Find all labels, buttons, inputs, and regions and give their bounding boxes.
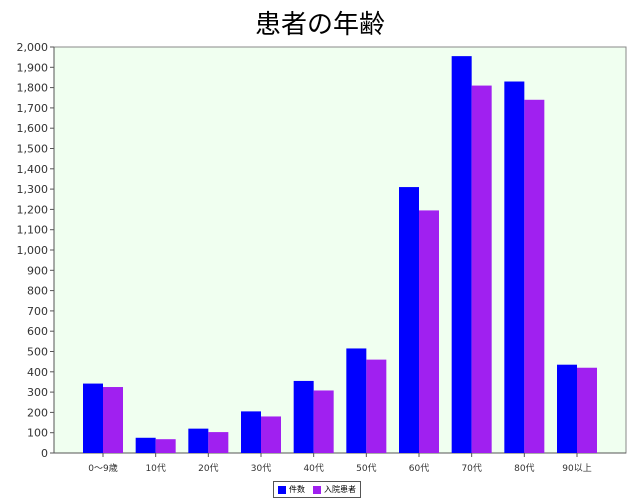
x-tick-label: 20代 <box>198 463 218 474</box>
y-tick-label: 800 <box>27 285 48 298</box>
bar-inpatient <box>313 390 334 453</box>
bar-count <box>83 383 103 453</box>
y-tick-label: 1,300 <box>17 183 49 196</box>
x-tick-label: 90以上 <box>562 463 591 474</box>
y-tick-label: 1,900 <box>17 61 49 74</box>
bar-inpatient <box>419 210 439 453</box>
legend-label-count: 件数 <box>289 485 305 494</box>
chart-title: 患者の年齢 <box>254 10 385 40</box>
legend-swatch-count <box>278 485 286 494</box>
x-tick-label: 0〜9歳 <box>88 462 117 474</box>
x-tick-label: 80代 <box>514 463 534 474</box>
bars <box>83 56 597 453</box>
bar-count <box>241 411 261 453</box>
bar-inpatient <box>155 439 176 453</box>
legend-label-inpatient: 入院患者 <box>324 485 356 494</box>
bar-inpatient <box>471 85 492 453</box>
y-tick-label: 1,700 <box>17 102 49 115</box>
bar-inpatient <box>366 359 387 453</box>
x-tick-label: 10代 <box>145 463 165 474</box>
bar-inpatient <box>577 367 597 453</box>
y-tick-label: 200 <box>27 406 48 419</box>
x-tick-label: 50代 <box>356 463 376 474</box>
legend-swatch-inpatient <box>313 485 321 494</box>
y-tick-label: 1,000 <box>17 244 49 257</box>
bar-inpatient <box>103 387 123 453</box>
y-tick-label: 1,800 <box>17 82 49 95</box>
bar-inpatient <box>261 416 281 453</box>
y-tick-label: 1,100 <box>17 224 49 237</box>
y-tick-label: 1,400 <box>17 163 49 176</box>
y-tick-label: 2,000 <box>17 41 49 54</box>
bar-inpatient <box>524 99 545 453</box>
legend-item-inpatient: 入院患者 <box>313 484 356 495</box>
y-axis: 0 100 200 300 400 500 600 700 800 900 1,000 1,100 1,… <box>17 41 55 460</box>
y-tick-label: 1,200 <box>17 203 49 216</box>
bar-count <box>451 56 472 453</box>
y-tick-label: 100 <box>27 427 48 440</box>
x-tick-label: 40代 <box>303 463 323 474</box>
y-tick-label: 900 <box>27 264 48 277</box>
bar-count <box>346 348 367 453</box>
y-tick-label: 300 <box>27 386 48 399</box>
y-tick-label: 600 <box>27 325 48 338</box>
y-tick-label: 700 <box>27 305 48 318</box>
y-tick-label: 0 <box>41 447 48 460</box>
legend: 件数 入院患者 <box>273 481 361 498</box>
bar-count <box>399 187 419 453</box>
y-tick-label: 1,600 <box>17 122 49 135</box>
bar-count <box>188 428 209 453</box>
x-tick-label: 30代 <box>251 463 271 474</box>
bar-count <box>135 437 156 453</box>
x-tick-label: 70代 <box>461 463 481 474</box>
bar-count <box>504 81 525 453</box>
y-tick-label: 500 <box>27 346 48 359</box>
x-tick-label: 60代 <box>409 463 429 474</box>
y-tick-label: 400 <box>27 366 48 379</box>
legend-item-count: 件数 <box>278 484 305 495</box>
y-tick-label: 1,500 <box>17 143 49 156</box>
bar-count <box>293 380 314 453</box>
x-axis: 0〜9歳 10代 20代 30代 40代 50代 60代 70代 80代 90以上 <box>54 452 626 474</box>
bar-inpatient <box>208 432 229 453</box>
bar-count <box>557 364 577 453</box>
